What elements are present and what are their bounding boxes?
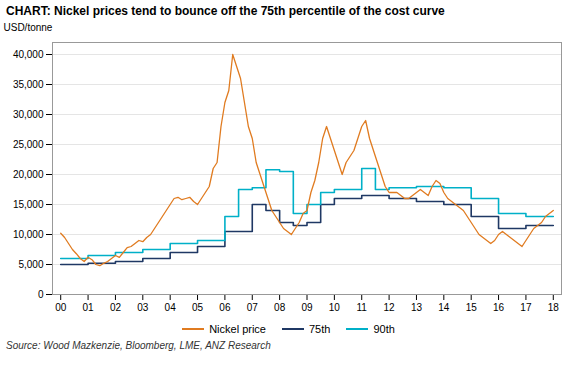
html-text:Source: Wood Mazkenzie, Bloomb: Source: Wood Mazkenzie, Bloomberg, LME, …	[6, 340, 271, 351]
svg-text:15,000: 15,000	[13, 199, 44, 210]
svg-text:15: 15	[466, 302, 478, 313]
svg-text:13: 13	[411, 302, 423, 313]
svg-text:01: 01	[83, 302, 95, 313]
svg-text:03: 03	[137, 302, 149, 313]
html-text:75th: 75th	[309, 323, 331, 335]
svg-text:06: 06	[219, 302, 231, 313]
svg-text:04: 04	[165, 302, 177, 313]
svg-text:20,000: 20,000	[13, 169, 44, 180]
svg-text:5,000: 5,000	[18, 259, 43, 270]
svg-text:11: 11	[357, 302, 368, 313]
svg-text:16: 16	[493, 302, 505, 313]
svg-text:00: 00	[55, 302, 67, 313]
svg-text:30,000: 30,000	[13, 109, 44, 120]
html-text:Nickel price: Nickel price	[209, 323, 266, 335]
svg-text:18: 18	[548, 302, 560, 313]
svg-text:09: 09	[301, 302, 313, 313]
svg-text:08: 08	[274, 302, 286, 313]
svg-text:14: 14	[438, 302, 450, 313]
svg-text:17: 17	[520, 302, 532, 313]
svg-text:40,000: 40,000	[13, 49, 44, 60]
svg-text:12: 12	[384, 302, 396, 313]
html-text:90th: 90th	[373, 323, 395, 335]
svg-text:05: 05	[192, 302, 204, 313]
svg-text:10,000: 10,000	[13, 229, 44, 240]
html-text:CHART: Nickel prices tend to b: CHART: Nickel prices tend to bounce off …	[6, 4, 445, 18]
svg-text:02: 02	[110, 302, 122, 313]
svg-text:10: 10	[329, 302, 341, 313]
svg-text:35,000: 35,000	[13, 79, 44, 90]
svg-text:USD/tonne: USD/tonne	[4, 22, 53, 33]
svg-text:07: 07	[247, 302, 259, 313]
svg-text:25,000: 25,000	[13, 139, 44, 150]
svg-text:0: 0	[38, 289, 44, 300]
